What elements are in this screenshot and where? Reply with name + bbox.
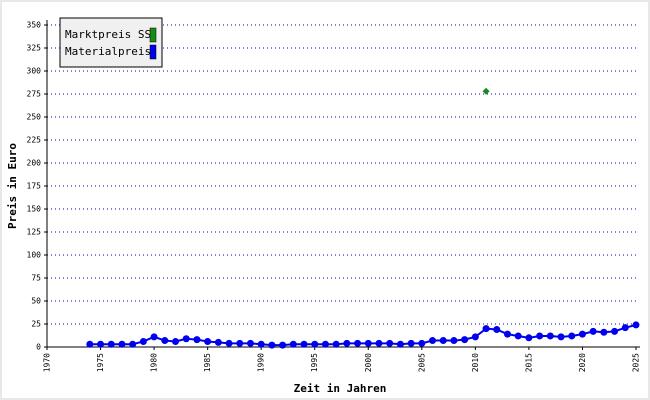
x-tick-label: 2020: [578, 353, 587, 372]
point: [621, 324, 629, 332]
y-tick-label: 125: [27, 228, 42, 237]
legend-swatch: [149, 44, 157, 60]
point: [311, 340, 319, 348]
point: [214, 338, 222, 346]
point: [546, 332, 554, 340]
point: [568, 332, 576, 340]
point: [246, 339, 254, 347]
point: [482, 325, 490, 333]
x-tick-label: 1995: [310, 353, 319, 372]
x-tick-label: 2005: [417, 353, 426, 372]
y-tick-label: 225: [27, 136, 42, 145]
point: [503, 330, 511, 338]
point: [204, 337, 212, 345]
point: [450, 337, 458, 345]
point: [225, 339, 233, 347]
legend-swatch: [149, 27, 157, 43]
x-tick-label: 1990: [257, 353, 266, 372]
point: [268, 341, 276, 349]
y-tick-label: 325: [27, 44, 42, 53]
point: [118, 340, 126, 348]
point: [461, 336, 469, 344]
legend-label: Materialpreis: [65, 45, 151, 58]
point: [386, 339, 394, 347]
point: [161, 337, 169, 345]
point: [536, 332, 544, 340]
y-tick-label: 0: [36, 343, 41, 352]
x-tick-label: 1970: [43, 353, 52, 372]
x-axis-title: Zeit in Jahren: [294, 382, 387, 395]
point: [396, 340, 404, 348]
point: [86, 340, 94, 348]
point: [321, 340, 329, 348]
x-tick-label: 2000: [364, 353, 373, 372]
point: [354, 339, 362, 347]
point: [600, 328, 608, 336]
point: [279, 341, 287, 349]
point: [514, 332, 522, 340]
point: [300, 340, 308, 348]
point: [257, 340, 265, 348]
x-tick-label: 2015: [524, 353, 533, 372]
legend-label: Marktpreis SS: [65, 28, 151, 41]
legend: Marktpreis SS Materialpreis: [59, 17, 163, 68]
point: [407, 339, 415, 347]
point: [557, 333, 565, 341]
y-tick-label: 275: [27, 90, 42, 99]
point: [182, 335, 190, 343]
y-tick-label: 300: [27, 67, 42, 76]
point: [172, 337, 180, 345]
point: [439, 337, 447, 345]
legend-box: [59, 17, 163, 68]
y-tick-label: 175: [27, 182, 42, 191]
y-tick-label: 50: [31, 297, 41, 306]
y-tick-label: 75: [31, 274, 41, 283]
point: [129, 340, 137, 348]
point: [589, 327, 597, 335]
y-axis-title: Preis in Euro: [6, 143, 19, 229]
point: [525, 334, 533, 342]
x-tick-label: 2025: [632, 353, 641, 372]
point: [471, 333, 479, 341]
point: [97, 340, 105, 348]
point: [107, 340, 115, 348]
series-line: [89, 323, 637, 347]
point: [429, 337, 437, 345]
x-tick-label: 2010: [471, 353, 480, 372]
y-tick-label: 200: [27, 159, 42, 168]
y-tick-label: 350: [27, 21, 42, 30]
point: [139, 337, 147, 345]
x-tick-label: 1975: [96, 353, 105, 372]
point: [236, 339, 244, 347]
point: [332, 340, 340, 348]
point: [375, 339, 383, 347]
y-tick-label: 250: [27, 113, 42, 122]
point: [632, 321, 640, 329]
x-tick-label: 1980: [150, 353, 159, 372]
point: [150, 333, 158, 341]
point: [343, 339, 351, 347]
x-tick-label: 1985: [203, 353, 212, 372]
point: [364, 339, 372, 347]
y-tick-label: 150: [27, 205, 42, 214]
point: [193, 336, 201, 344]
y-tick-label: 100: [27, 251, 42, 260]
y-tick-label: 25: [31, 320, 41, 329]
point: [611, 327, 619, 335]
point: [289, 340, 297, 348]
point: [578, 330, 586, 338]
point: [418, 339, 426, 347]
point: [482, 87, 490, 95]
point: [493, 326, 501, 334]
